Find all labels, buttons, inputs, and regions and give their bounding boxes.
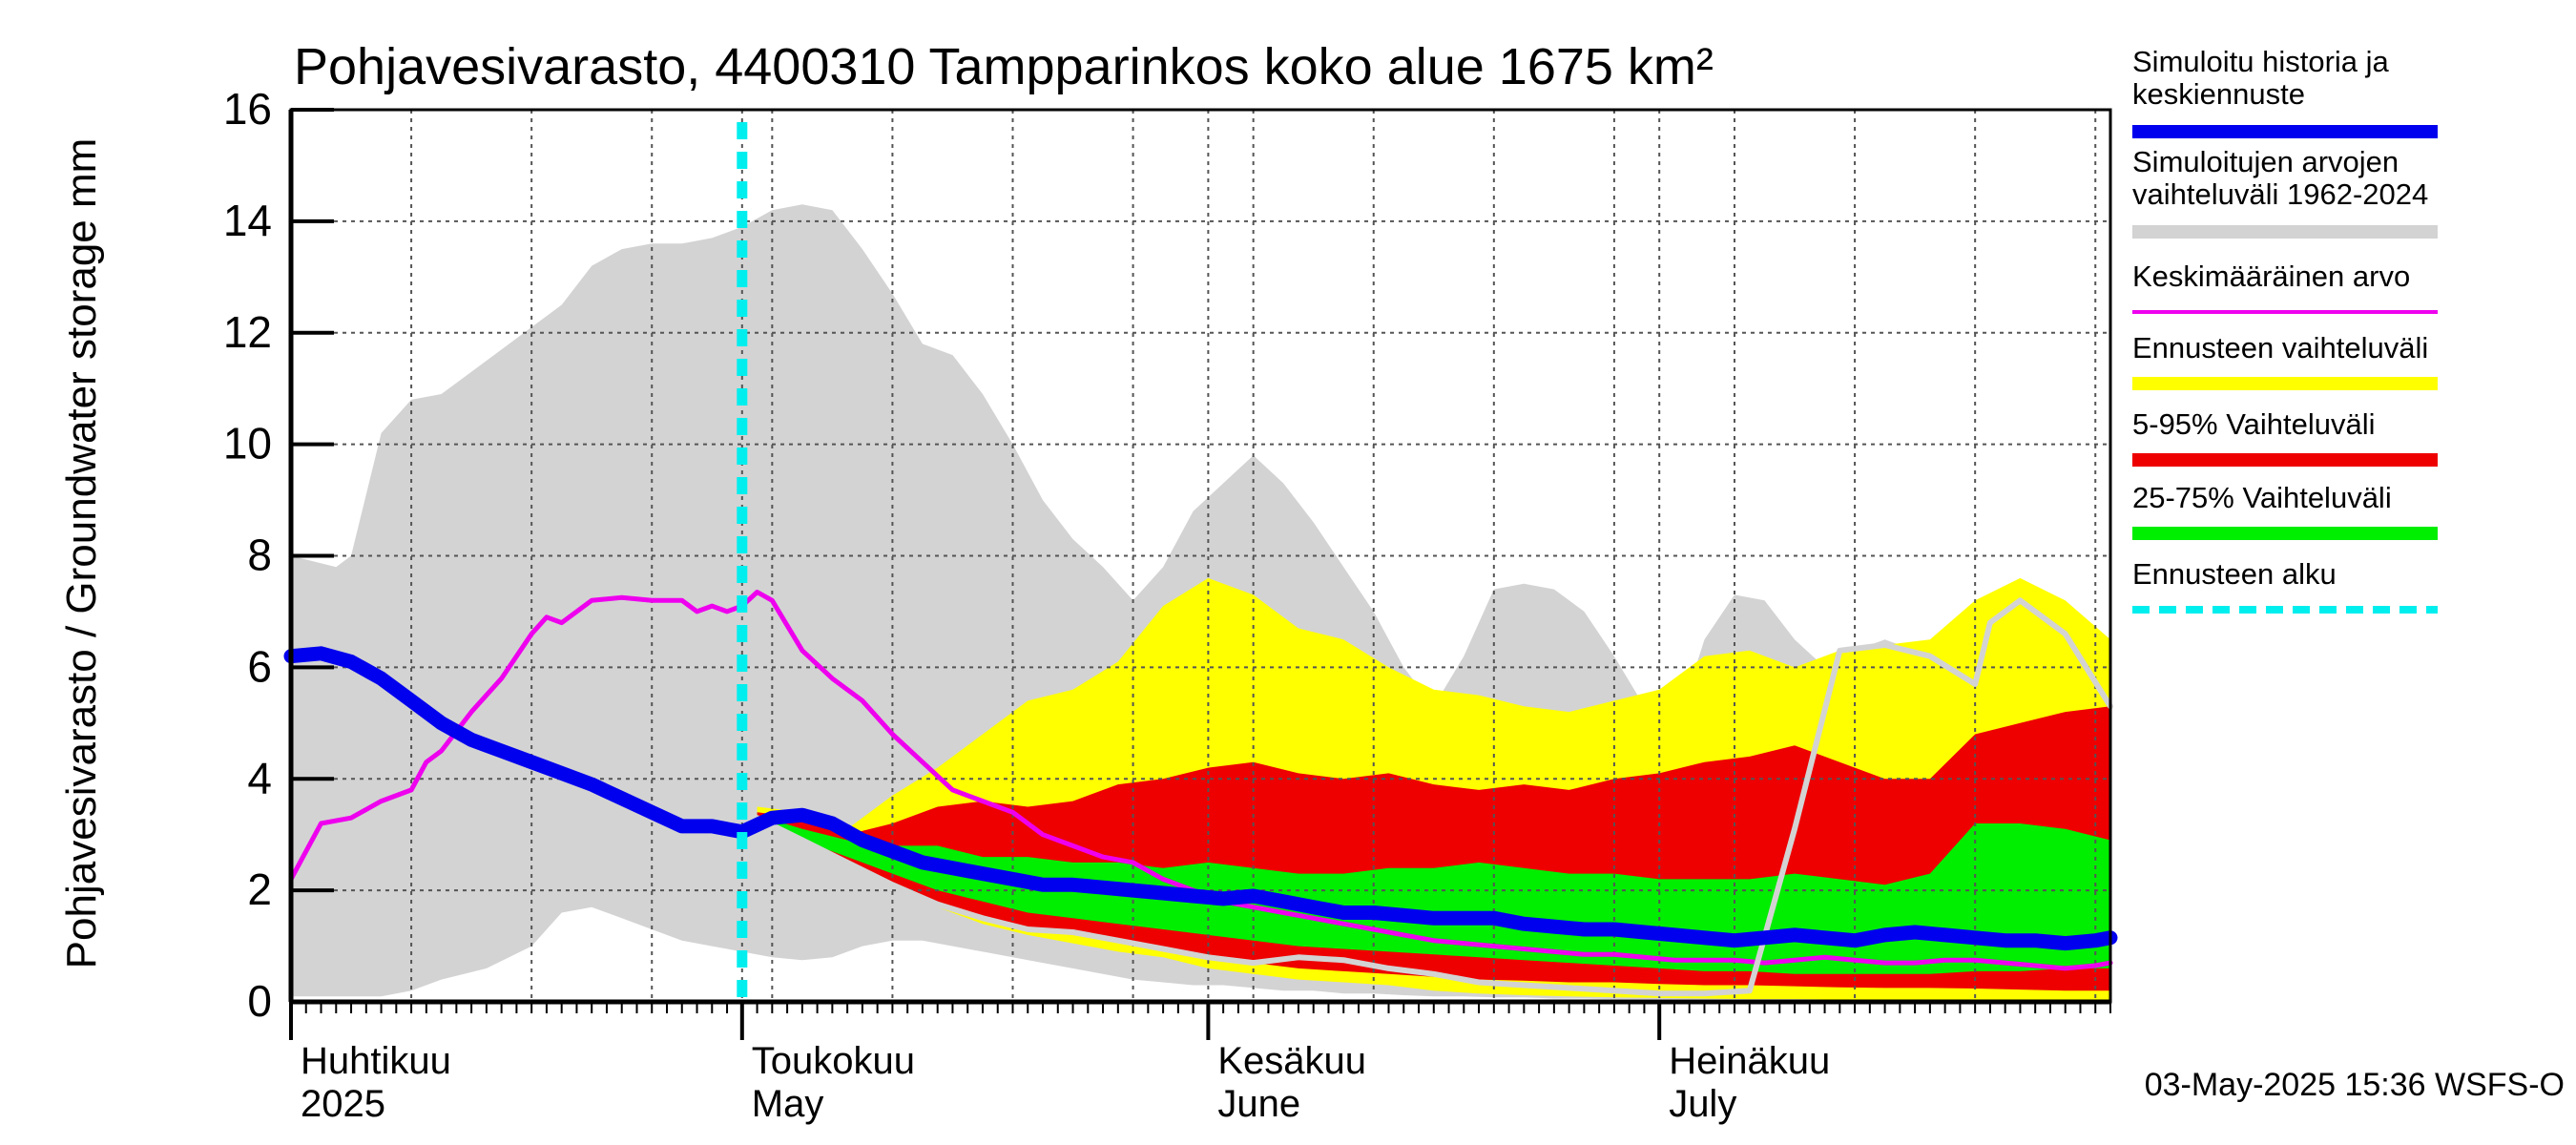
- timestamp-label: 03-May-2025 15:36 WSFS-O: [2145, 1067, 2565, 1103]
- month-label-fi: Toukokuu: [752, 1040, 915, 1082]
- month-label-en: 2025: [301, 1083, 385, 1125]
- y-tick-label: 6: [247, 641, 272, 691]
- legend-label: keskiennuste: [2132, 77, 2305, 111]
- legend-label: 25-75% Vaihteluväli: [2132, 481, 2392, 514]
- month-label-en: June: [1217, 1083, 1300, 1125]
- y-tick-label: 0: [247, 976, 272, 1026]
- legend-label: vaihteluväli 1962-2024: [2132, 177, 2428, 211]
- legend-item: Ennusteen alku: [2132, 557, 2438, 614]
- y-tick-label: 2: [247, 864, 272, 914]
- y-tick-label: 8: [247, 531, 272, 580]
- line-keskim-r-inen-arvo: [288, 590, 2113, 971]
- month-label-en: May: [752, 1083, 824, 1125]
- legend-label: Simuloitujen arvojen: [2132, 145, 2399, 178]
- legend-item: 25-75% Vaihteluväli: [2132, 481, 2438, 540]
- month-label-en: July: [1669, 1083, 1736, 1125]
- legend-label: Simuloitu historia ja: [2132, 45, 2390, 78]
- y-tick-label: 14: [223, 196, 272, 245]
- y-tick-label: 10: [223, 419, 272, 468]
- month-label-fi: Kesäkuu: [1217, 1040, 1366, 1082]
- legend-label: 5-95% Vaihteluväli: [2132, 407, 2375, 441]
- legend-item: 5-95% Vaihteluväli: [2132, 407, 2438, 467]
- legend: Simuloitu historia jakeskiennusteSimuloi…: [2132, 45, 2438, 614]
- line-simuloitu-historia-ja-keskiennuste: [283, 646, 2118, 951]
- lines-layer: [283, 122, 2118, 1002]
- month-label-fi: Heinäkuu: [1669, 1040, 1830, 1082]
- month-label-fi: Huhtikuu: [301, 1040, 451, 1082]
- y-tick-label: 4: [247, 753, 272, 802]
- y-axis-label: Pohjavesivarasto / Groundwater storage m…: [58, 138, 105, 969]
- legend-label: Ennusteen alku: [2132, 557, 2337, 591]
- legend-item: Keskimääräinen arvo: [2132, 260, 2438, 314]
- legend-label: Keskimääräinen arvo: [2132, 260, 2410, 293]
- y-tick-label: 12: [223, 307, 272, 357]
- chart-title: Pohjavesivarasto, 4400310 Tampparinkos k…: [294, 38, 1714, 95]
- y-tick-label: 16: [223, 84, 272, 134]
- legend-label: Ennusteen vaihteluväli: [2132, 331, 2428, 364]
- legend-item: Ennusteen vaihteluväli: [2132, 331, 2438, 390]
- line-ennuste-mediaani: [754, 597, 2113, 997]
